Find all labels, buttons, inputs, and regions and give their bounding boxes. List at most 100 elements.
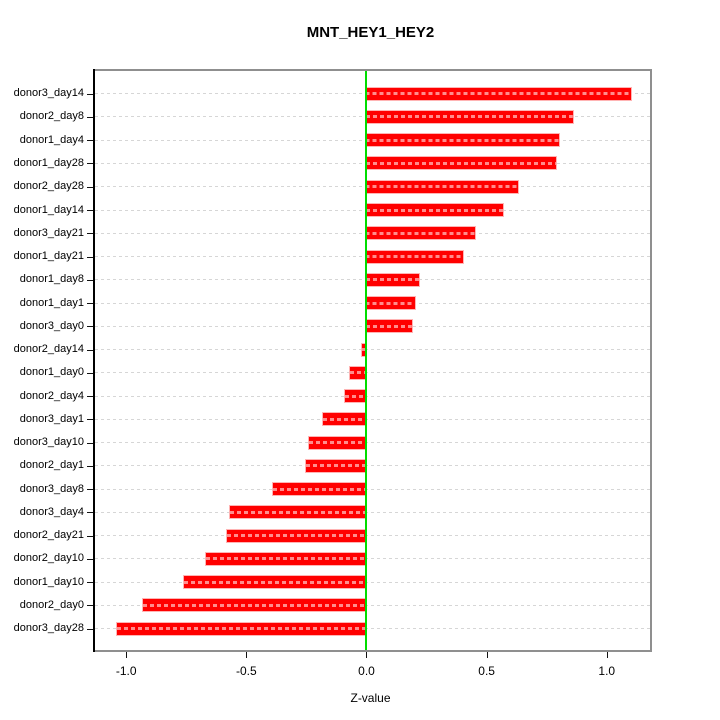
y-axis-label: donor3_day1: [19, 412, 84, 425]
x-axis-tick: [246, 652, 248, 658]
y-axis-tick: [87, 93, 93, 95]
y-axis-label: donor1_day14: [13, 203, 84, 216]
y-axis-label: donor2_day1: [19, 459, 84, 472]
bar: [366, 250, 463, 263]
y-axis-label: donor1_day10: [13, 575, 84, 588]
x-axis-tick: [366, 652, 368, 658]
y-axis-label: donor1_day1: [19, 296, 84, 309]
y-axis-tick: [87, 535, 93, 537]
y-axis-tick: [87, 419, 93, 421]
y-axis-tick: [87, 256, 93, 258]
y-axis-tick: [87, 558, 93, 560]
y-axis-label: donor3_day0: [19, 319, 84, 332]
gridline: [95, 418, 650, 420]
y-axis-tick: [87, 326, 93, 328]
x-axis-tick: [486, 652, 488, 658]
bar: [366, 204, 504, 216]
gridline: [95, 581, 650, 583]
bar: [366, 110, 574, 123]
gridline: [95, 535, 650, 537]
bar: [366, 320, 413, 333]
y-axis-label: donor2_day0: [19, 598, 84, 611]
gridline: [95, 442, 650, 444]
gridline: [95, 511, 650, 513]
x-axis-tick-label: -1.0: [115, 664, 137, 678]
y-axis-tick: [87, 163, 93, 165]
x-axis-tick-label: 0.5: [478, 664, 495, 678]
bar: [366, 87, 631, 100]
y-axis-label: donor2_day14: [13, 343, 84, 356]
bar: [366, 180, 518, 193]
x-axis-tick: [126, 652, 128, 658]
gridline: [95, 558, 650, 560]
y-axis-label: donor2_day4: [19, 389, 84, 402]
y-axis-tick: [87, 116, 93, 118]
y-axis-label: donor1_day0: [19, 366, 84, 379]
y-axis-tick: [87, 140, 93, 142]
zero-line: [365, 71, 368, 650]
bar: [361, 343, 367, 356]
y-axis-tick: [87, 210, 93, 211]
gridline: [95, 488, 650, 490]
bar: [366, 157, 557, 170]
y-axis-tick: [87, 442, 93, 444]
y-axis-label: donor2_day28: [13, 180, 84, 193]
chart-title: MNT_HEY1_HEY2: [306, 24, 435, 41]
y-axis-label: donor2_day21: [13, 529, 84, 542]
x-axis-tick-label: 0.0: [358, 664, 375, 678]
y-axis-label: donor2_day10: [13, 552, 84, 565]
bar: [229, 506, 367, 519]
bar: [308, 436, 367, 449]
y-axis-label: donor3_day14: [13, 87, 84, 100]
y-axis-tick: [87, 303, 93, 305]
plot-area: donor3_day14 donor2_day8 donor1_day4 donor1…: [14, 69, 652, 678]
bar: [366, 297, 415, 310]
bar: [366, 273, 420, 286]
y-axis-tick: [87, 605, 93, 607]
y-axis-tick: [87, 489, 93, 491]
y-axis-tick: [87, 233, 93, 235]
y-axis-label: donor3_day4: [19, 505, 84, 518]
gridline: [95, 372, 650, 374]
y-axis-label: donor3_day8: [19, 482, 84, 495]
y-axis-tick: [87, 372, 93, 374]
x-axis-tick-label: -0.5: [236, 664, 257, 678]
bar: [344, 390, 367, 403]
gridline: [95, 349, 650, 351]
bar: [272, 483, 367, 496]
y-axis-label: donor1_day8: [19, 273, 84, 286]
gridline: [95, 604, 650, 606]
bar: [366, 227, 475, 240]
y-axis-tick: [87, 628, 93, 630]
y-axis-tick: [87, 582, 93, 584]
y-axis-tick: [87, 465, 93, 467]
bar: [227, 529, 367, 542]
y-axis-tick: [87, 186, 93, 188]
bar: [323, 413, 367, 426]
bar: [116, 622, 367, 635]
y-axis-label: donor3_day10: [13, 436, 84, 449]
bar: [183, 576, 367, 589]
y-axis-tick: [87, 279, 93, 281]
x-axis-tick: [606, 652, 608, 658]
y-axis-tick: [87, 396, 93, 398]
x-axis-tick-label: 1.0: [598, 664, 616, 678]
y-axis-label: donor3_day28: [13, 622, 84, 635]
bar: [349, 366, 367, 379]
y-axis-label: donor3_day21: [13, 226, 84, 239]
gridline: [95, 465, 650, 467]
y-axis-line: [93, 69, 95, 652]
y-axis-tick: [87, 349, 93, 351]
bar: [366, 134, 559, 147]
gridline: [95, 395, 650, 397]
bar: [205, 552, 367, 565]
x-axis-title: Z-value: [350, 691, 391, 705]
y-axis-label: donor1_day21: [13, 250, 84, 263]
y-axis-label: donor1_day4: [19, 133, 84, 146]
bar: [306, 459, 367, 472]
y-axis-label: donor2_day8: [19, 110, 84, 123]
gridline: [95, 628, 650, 630]
bar: [143, 599, 367, 612]
y-axis-tick: [87, 512, 93, 514]
y-axis-label: donor1_day28: [13, 156, 84, 169]
